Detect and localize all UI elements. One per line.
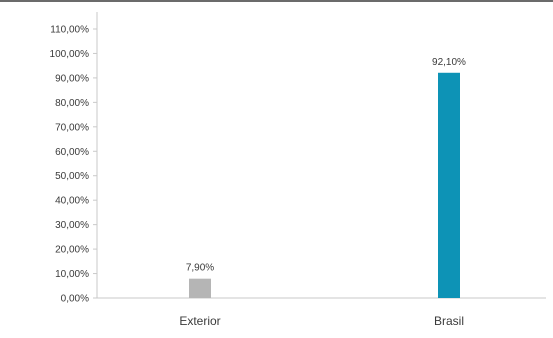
- x-category-label-exterior: Exterior: [179, 314, 220, 328]
- x-category-label-brasil: Brasil: [434, 314, 464, 328]
- y-tick-label: 30,00%: [55, 220, 89, 231]
- y-tick-label: 40,00%: [55, 196, 89, 207]
- y-tick-label: 60,00%: [55, 147, 89, 158]
- y-tick-label: 100,00%: [50, 49, 90, 60]
- y-tick-label: 0,00%: [61, 294, 89, 305]
- bar-exterior: [189, 278, 211, 298]
- data-label-exterior: 7,90%: [186, 263, 214, 274]
- data-label-brasil: 92,10%: [432, 57, 466, 68]
- y-tick-label: 10,00%: [55, 269, 89, 280]
- y-tick-label: 80,00%: [55, 98, 89, 109]
- y-tick-label: 110,00%: [50, 25, 89, 36]
- y-tick-label: 70,00%: [55, 122, 89, 133]
- y-tick-label: 90,00%: [55, 73, 89, 84]
- y-tick-label: 50,00%: [55, 171, 89, 182]
- y-tick-label: 20,00%: [55, 245, 89, 256]
- bar-brasil: [438, 72, 460, 298]
- top-border-line: [0, 0, 553, 2]
